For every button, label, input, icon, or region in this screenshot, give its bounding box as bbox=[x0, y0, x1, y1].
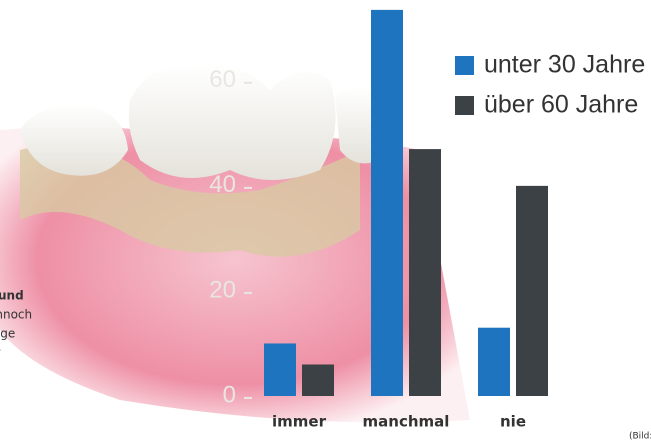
bar bbox=[409, 149, 441, 396]
x-tick-label: immer bbox=[272, 413, 327, 431]
bar bbox=[478, 328, 510, 396]
bar bbox=[264, 343, 296, 396]
x-tick-label: manchmal bbox=[363, 413, 450, 431]
y-tick-label: 0 bbox=[223, 381, 236, 408]
x-tick-label: nie bbox=[500, 413, 526, 431]
side-text-line: ennoch bbox=[0, 308, 32, 322]
chart: undennochrageere (Bild: C 0204060immerma… bbox=[0, 0, 651, 441]
legend-swatch bbox=[455, 56, 474, 75]
legend-swatch bbox=[455, 96, 474, 115]
y-tick-label: 20 bbox=[209, 276, 236, 303]
y-tick-label: 60 bbox=[209, 66, 236, 93]
legend-label: über 60 Jahre bbox=[484, 91, 638, 119]
y-tick-label: 40 bbox=[209, 171, 236, 198]
bar bbox=[371, 10, 403, 396]
side-text-line: und bbox=[0, 289, 24, 303]
bar bbox=[302, 364, 334, 396]
bar bbox=[516, 186, 548, 396]
credit: (Bild: C bbox=[629, 432, 651, 441]
side-text-line: rage bbox=[0, 327, 15, 341]
legend-label: unter 30 Jahre bbox=[484, 51, 645, 79]
